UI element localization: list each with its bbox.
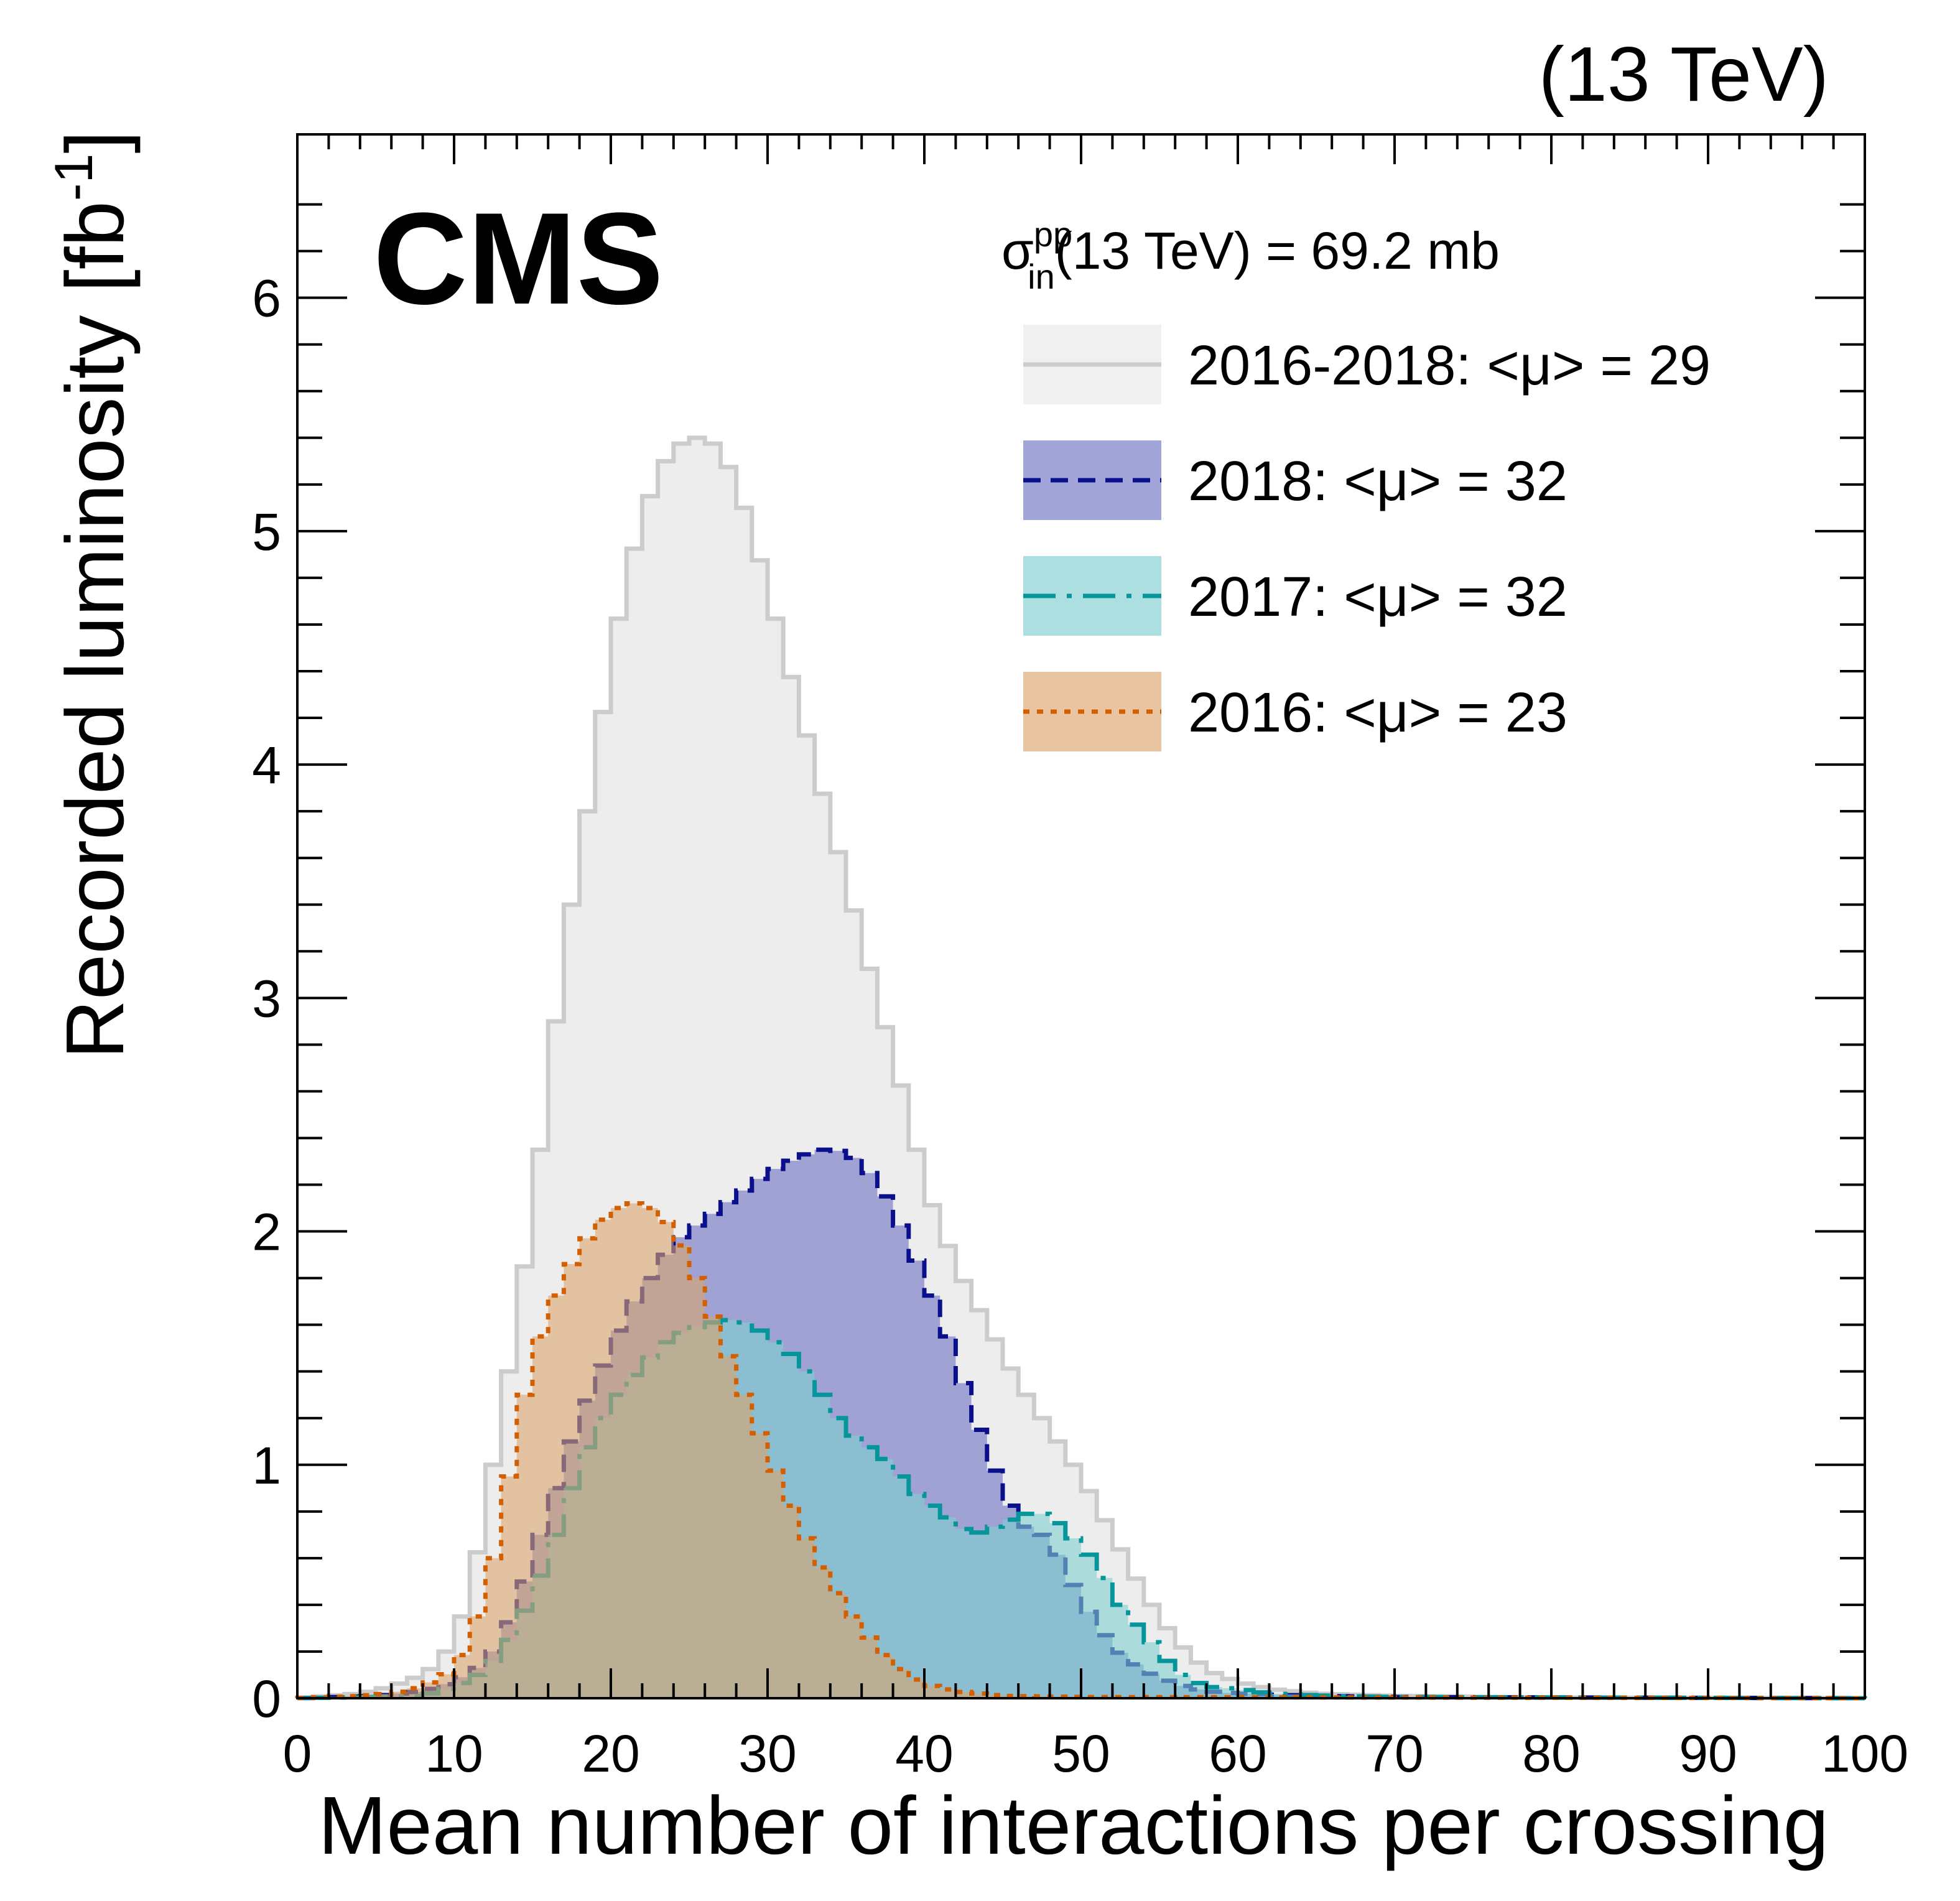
y-tick-label: 2: [252, 1203, 281, 1262]
y-tick-label: 0: [252, 1670, 281, 1728]
x-axis-label: Mean number of interactions per crossing: [318, 1780, 1829, 1871]
cross-section-sigma: σ: [1001, 221, 1034, 280]
x-tick-label: 0: [283, 1724, 312, 1783]
y-tick-label: 1: [252, 1436, 281, 1495]
cross-section-rest: (13 TeV) = 69.2 mb: [1055, 221, 1500, 280]
x-tick-label: 100: [1821, 1724, 1908, 1783]
x-tick-label: 10: [425, 1724, 483, 1783]
cross-section-label: σpp in(13 TeV) = 69.2 mb: [1001, 215, 1500, 296]
energy-label: (13 TeV): [1539, 32, 1829, 118]
x-tick-label: 30: [738, 1724, 796, 1783]
x-tick-label: 80: [1522, 1724, 1580, 1783]
x-tick-label: 20: [582, 1724, 639, 1783]
y-axis-label-close: ]: [49, 131, 141, 154]
histogram-line-2016: [295, 1201, 1867, 1701]
y-axis-label: Recorded luminosity [fb-1]: [44, 131, 141, 1059]
histograms: [295, 435, 1867, 1701]
cross-section-sup: pp: [1034, 215, 1072, 254]
histogram-fill-2016: [297, 1203, 1865, 1698]
x-tick-label: 70: [1365, 1724, 1423, 1783]
legend-label-20162018: 2016-2018: <μ> = 29: [1188, 335, 1711, 397]
legend-label-2017: 2017: <μ> = 32: [1188, 566, 1568, 628]
y-tick-label: 5: [252, 503, 281, 561]
cross-section-sub: in: [1028, 257, 1055, 296]
cms-label: CMS: [373, 185, 664, 332]
legend-label-2018: 2018: <μ> = 32: [1188, 450, 1568, 513]
y-tick-label: 4: [252, 736, 281, 794]
y-tick-label: 3: [252, 969, 281, 1028]
x-tick-label: 40: [895, 1724, 953, 1783]
y-axis-label-sup: -1: [44, 154, 104, 201]
x-tick-label: 60: [1209, 1724, 1266, 1783]
x-tick-label: 90: [1679, 1724, 1737, 1783]
legend: 2016-2018: <μ> = 29 2018: <μ> = 32 2017: <…: [1023, 325, 1711, 751]
y-axis-label-main: Recorded luminosity [fb: [49, 201, 141, 1059]
x-tick-label: 50: [1052, 1724, 1110, 1783]
axis-ticks: 0 10 20 30 40 50 60 70 80 90 100 0 1 2 3 4 5 6: [252, 134, 1908, 1783]
legend-label-2016: 2016: <μ> = 23: [1188, 682, 1568, 744]
y-tick-label: 6: [252, 269, 281, 328]
